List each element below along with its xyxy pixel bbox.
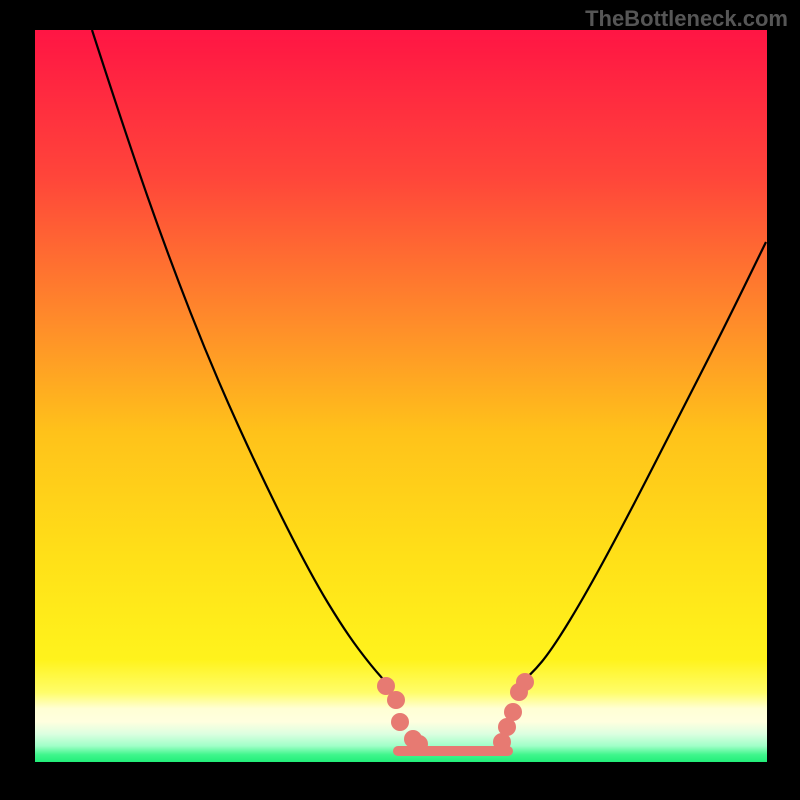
plot-area [35, 30, 767, 762]
marker-dot [516, 673, 534, 691]
marker-dot [391, 713, 409, 731]
gradient-background [35, 30, 767, 762]
marker-dot [504, 703, 522, 721]
plot-svg [35, 30, 767, 762]
marker-dot [387, 691, 405, 709]
watermark-text: TheBottleneck.com [585, 6, 788, 32]
chart-frame: TheBottleneck.com [0, 0, 800, 800]
marker-dot [410, 735, 428, 753]
